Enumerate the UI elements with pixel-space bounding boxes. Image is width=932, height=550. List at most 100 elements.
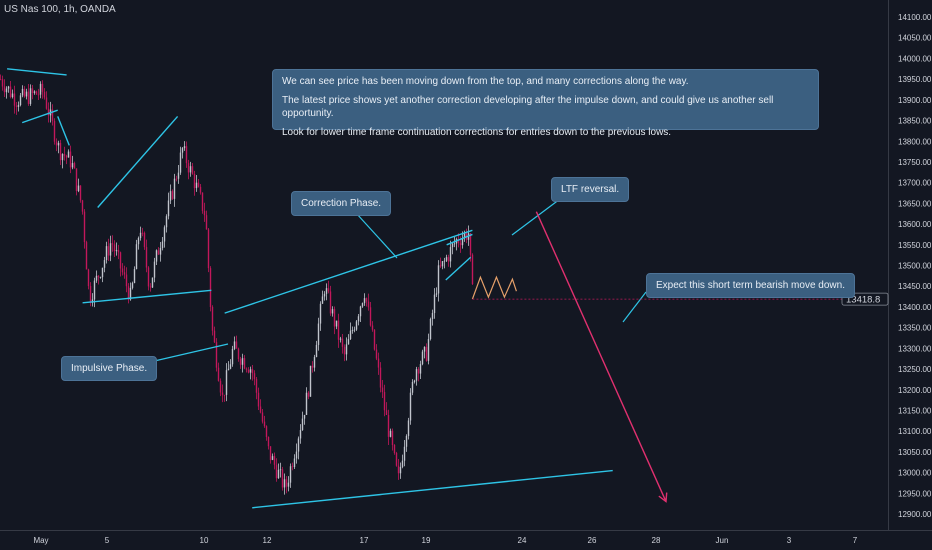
trendline[interactable] [7, 68, 67, 76]
trendline[interactable] [224, 229, 473, 314]
candle-body [33, 91, 36, 93]
candle-body [271, 456, 274, 460]
y-tick-label: 13850.00 [898, 117, 932, 126]
candle-body [181, 148, 184, 153]
candle-body [299, 430, 302, 439]
x-tick-label: 24 [518, 536, 527, 545]
candle-body [97, 275, 100, 278]
trendline[interactable] [21, 109, 58, 124]
candle-body [1, 79, 4, 87]
candle-body [205, 215, 208, 230]
candle-body [317, 323, 320, 345]
candle-body [239, 359, 242, 365]
expect-move-callout[interactable]: Expect this short term bearish move down… [646, 273, 855, 298]
candle-body [459, 242, 462, 246]
candle-body [243, 358, 246, 369]
y-tick-label: 13250.00 [898, 365, 932, 374]
candle-body [385, 410, 388, 415]
candle-body [327, 288, 330, 292]
candle-body [0, 79, 2, 80]
candle-body [461, 238, 464, 246]
impulsive-phase-callout[interactable]: Impulsive Phase. [61, 356, 158, 381]
candle-body [101, 267, 104, 278]
candle-body [249, 369, 252, 373]
candle-body [257, 392, 260, 407]
candle-body [343, 346, 346, 355]
candle-body [127, 286, 130, 300]
candle-body [147, 267, 150, 287]
candle-body [377, 358, 380, 368]
summary-line-2: The latest price shows yet another corre… [282, 95, 774, 119]
candle-body [289, 466, 292, 483]
trendline[interactable] [57, 116, 70, 146]
candle-body [305, 392, 308, 415]
candle-body [445, 257, 448, 261]
candle-body [427, 339, 430, 361]
candle-body [351, 330, 354, 331]
candle-body [443, 260, 446, 262]
candle-body [225, 370, 228, 395]
candle-body [277, 469, 280, 479]
candle-body [45, 97, 48, 109]
candle-body [149, 286, 152, 288]
candle-body [115, 250, 118, 252]
candle-body [167, 200, 170, 217]
x-axis[interactable]: May 5 10 12 17 19 24 26 28 Jun 3 7 [33, 536, 857, 545]
callout-pointer [622, 291, 647, 323]
candle-body [387, 414, 390, 437]
candle-body [353, 329, 356, 331]
candle-body [135, 244, 138, 270]
candle-body [439, 265, 442, 267]
candle-body [141, 232, 144, 234]
trendline[interactable] [82, 289, 212, 304]
correction-phase-callout[interactable]: Correction Phase. [291, 191, 392, 216]
candle-body [419, 364, 422, 374]
candle-body [131, 283, 134, 288]
y-axis[interactable]: 14100.00 14050.00 14000.00 13950.00 13900.00… [898, 13, 932, 519]
candle-body [345, 344, 348, 355]
x-tick-label: 5 [105, 536, 110, 545]
candle-body [393, 444, 396, 453]
candle-body [27, 91, 30, 104]
y-tick-label: 14100.00 [898, 13, 932, 22]
y-tick-label: 13350.00 [898, 324, 932, 333]
candle-body [357, 316, 360, 322]
candle-body [273, 456, 276, 465]
candle-body [405, 435, 408, 447]
candle-body [11, 93, 14, 98]
symbol-title[interactable]: US Nas 100, 1h, OANDA [4, 4, 116, 15]
trendline[interactable] [252, 469, 613, 509]
trendline[interactable] [97, 115, 179, 208]
summary-callout[interactable]: We can see price has been moving down fr… [272, 69, 819, 138]
candle-body [99, 277, 102, 278]
candle-body [241, 358, 244, 365]
candle-body [399, 466, 402, 474]
candle-body [25, 91, 28, 97]
candle-body [185, 146, 188, 164]
candle-body [233, 341, 236, 349]
x-tick-label: 3 [787, 536, 792, 545]
candle-body [255, 379, 258, 393]
candle-body [295, 451, 298, 459]
ltf-reversal-callout[interactable]: LTF reversal. [551, 177, 630, 202]
last-price-label: 13418.8 [846, 295, 880, 306]
candle-body [175, 178, 178, 180]
candle-body [251, 369, 254, 374]
trendline[interactable] [445, 256, 472, 281]
candle-body [15, 105, 18, 107]
x-tick-label: Jun [716, 536, 729, 545]
candle-body [211, 307, 214, 331]
y-tick-label: 12950.00 [898, 489, 932, 498]
candle-body [451, 243, 454, 248]
candle-body [85, 242, 88, 270]
trendline[interactable] [446, 233, 473, 246]
candle-body [41, 83, 44, 92]
candle-body [223, 394, 226, 396]
candle-body [105, 246, 108, 261]
y-tick-label: 13050.00 [898, 448, 932, 457]
y-tick-label: 13700.00 [898, 179, 932, 188]
candle-body [193, 174, 196, 189]
candle-body [187, 163, 190, 173]
y-tick-label: 13200.00 [898, 386, 932, 395]
y-tick-label: 13800.00 [898, 137, 932, 146]
